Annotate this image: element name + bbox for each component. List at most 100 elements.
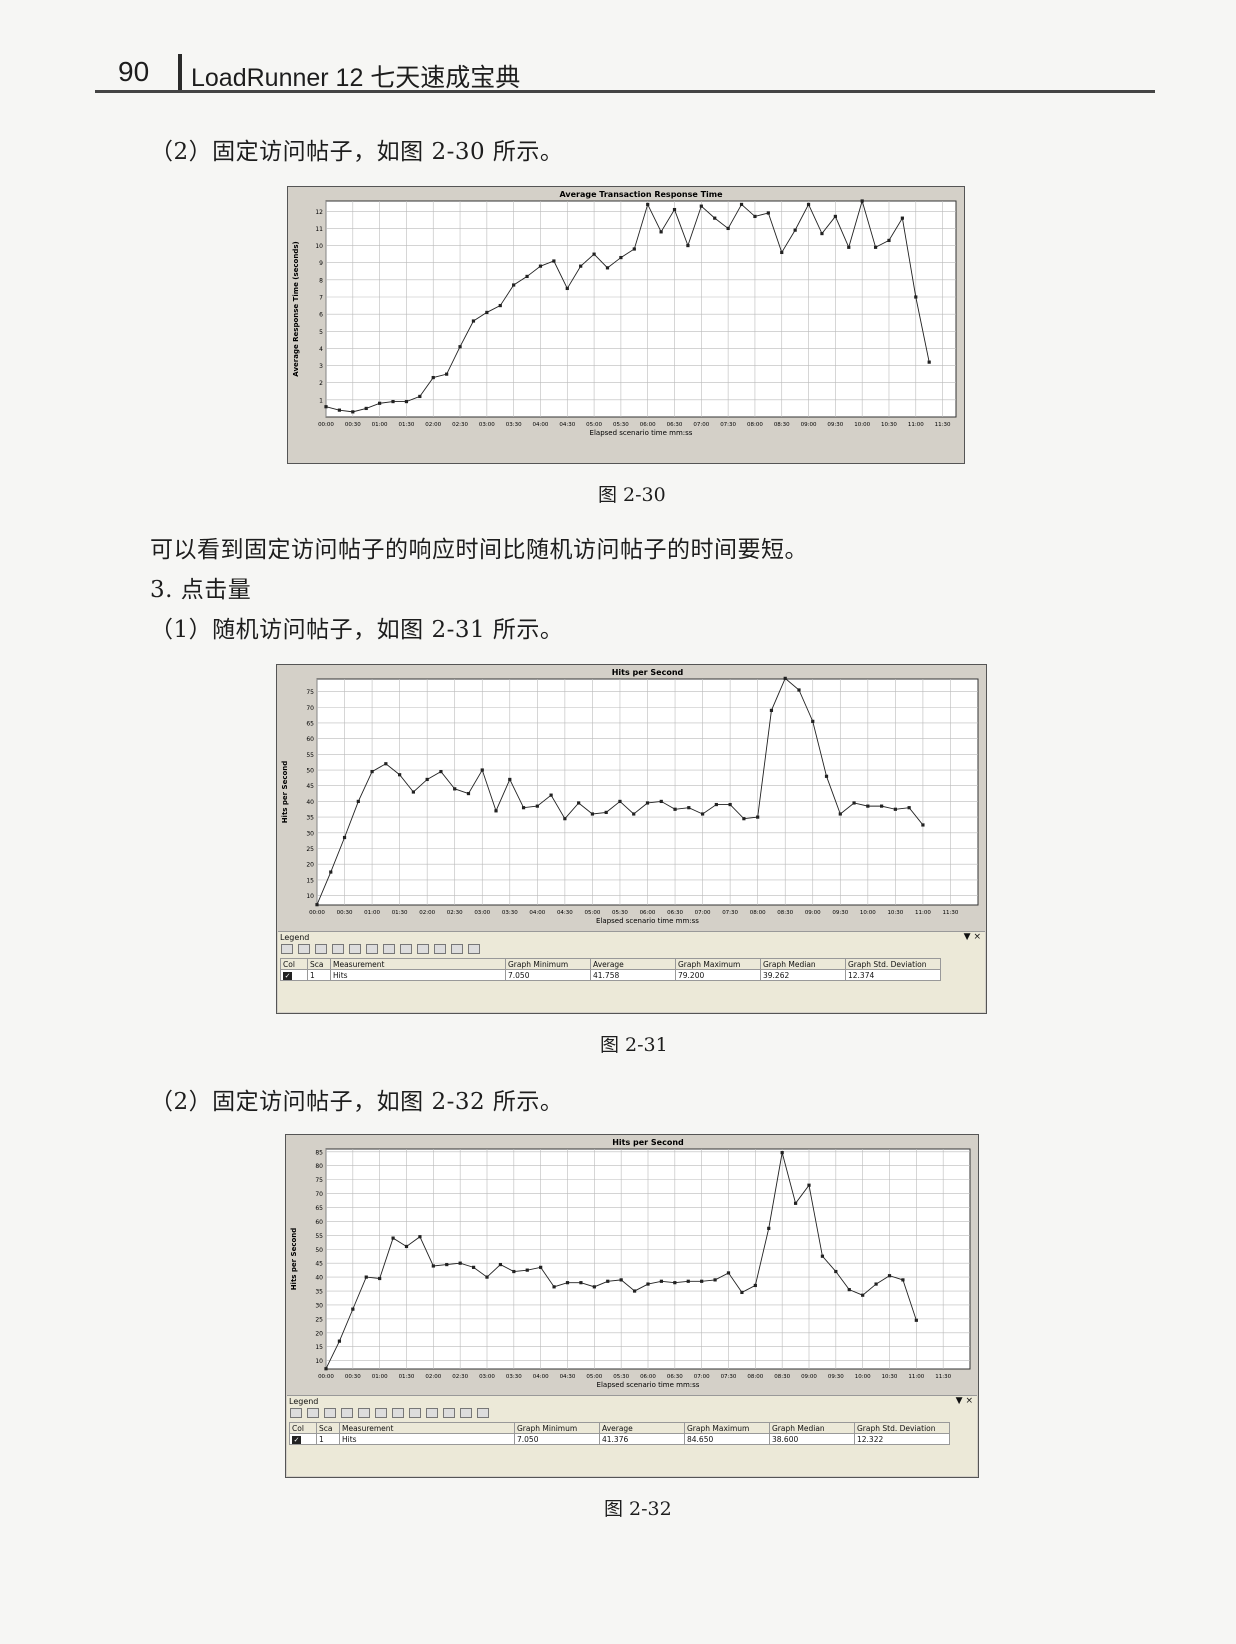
toolbar-button-icon[interactable] (315, 944, 327, 954)
data-point (687, 806, 691, 810)
data-point (793, 1201, 798, 1205)
legend-checkbox-cell[interactable]: ✓ (280, 969, 308, 981)
figure-2-32: Hits per Second 10 15 20 25 30 35 40 45 50 55 60 65 7… (285, 1134, 979, 1478)
x-tick-label: 02:30 (447, 910, 463, 916)
y-tick-label: 10 (306, 893, 314, 900)
data-point (439, 769, 443, 774)
data-point (824, 774, 829, 778)
x-tick-label: 10:00 (860, 910, 876, 916)
toolbar-button-icon[interactable] (366, 944, 378, 954)
x-tick-label: 04:00 (533, 422, 549, 428)
data-point (820, 1254, 825, 1258)
toolbar-button-icon[interactable] (400, 944, 412, 954)
legend-column-header[interactable]: Graph Maximum (675, 958, 761, 970)
toolbar-button-icon[interactable] (426, 1408, 438, 1418)
toolbar-button-icon[interactable] (332, 944, 344, 954)
toolbar-button-icon[interactable] (341, 1408, 353, 1418)
x-tick-label: 08:30 (774, 1374, 790, 1380)
data-point (699, 204, 703, 208)
toolbar-button-icon[interactable] (468, 944, 480, 954)
toolbar-button-icon[interactable] (477, 1408, 489, 1418)
legend-column-header[interactable]: Graph Maximum (684, 1422, 770, 1434)
x-tick-label: 00:00 (318, 422, 334, 428)
chart-title: Hits per Second (612, 1138, 684, 1147)
data-point (783, 676, 787, 680)
x-tick-label: 06:00 (640, 1374, 656, 1380)
toolbar-button-icon[interactable] (434, 944, 446, 954)
legend-column-header[interactable]: Graph Std. Deviation (845, 958, 941, 970)
toolbar-button-icon[interactable] (417, 944, 429, 954)
data-point (539, 1265, 543, 1269)
header-divider (178, 54, 182, 90)
legend-column-header[interactable]: Graph Std. Deviation (854, 1422, 950, 1434)
data-point (512, 283, 516, 287)
data-point (645, 801, 650, 805)
data-point (728, 802, 732, 807)
checkbox-checked-icon[interactable]: ✓ (283, 971, 292, 980)
x-tick-label: 01:00 (364, 910, 380, 916)
legend-pin-close-icon[interactable]: ▼ × (963, 932, 981, 942)
toolbar-button-icon[interactable] (324, 1408, 336, 1418)
x-tick-label: 05:00 (586, 1374, 602, 1380)
toolbar-button-icon[interactable] (375, 1408, 387, 1418)
data-point (742, 817, 746, 821)
toolbar-button-icon[interactable] (307, 1408, 319, 1418)
legend-cell: 7.050 (505, 969, 591, 981)
x-tick-label: 02:00 (419, 910, 435, 916)
y-tick-label: 75 (306, 689, 314, 696)
legend-row[interactable]: ✓ 1 Hits 7.050 41.376 84.650 38.600 12.322 (289, 1433, 950, 1445)
toolbar-button-icon[interactable] (349, 944, 361, 954)
legend-column-header[interactable]: Graph Median (769, 1422, 855, 1434)
y-axis-label: Hits per Second (290, 1228, 298, 1291)
toolbar-button-icon[interactable] (358, 1408, 370, 1418)
toolbar-button-icon[interactable] (298, 944, 310, 954)
legend-column-header[interactable]: Measurement (330, 958, 506, 970)
toolbar-button-icon[interactable] (281, 944, 293, 954)
x-axis-label: Elapsed scenario time mm:ss (596, 917, 699, 925)
paragraph-fixed-access-30: （2）固定访问帖子，如图 2-30 所示。 (150, 139, 564, 165)
legend-column-header[interactable]: Measurement (339, 1422, 515, 1434)
x-tick-label: 06:30 (667, 910, 683, 916)
legend-cell: 39.262 (760, 969, 846, 981)
y-tick-label: 60 (315, 1219, 323, 1226)
x-tick-label: 10:30 (881, 422, 897, 428)
checkbox-checked-icon[interactable]: ✓ (292, 1435, 301, 1444)
toolbar-button-icon[interactable] (383, 944, 395, 954)
legend-row[interactable]: ✓ 1 Hits 7.050 41.758 79.200 39.262 12.374 (280, 969, 941, 981)
x-tick-label: 09:30 (828, 1374, 844, 1380)
x-tick-label: 08:30 (774, 422, 790, 428)
y-tick-label: 45 (315, 1261, 323, 1268)
legend-column-header[interactable]: Sca (307, 958, 331, 970)
legend-checkbox-cell[interactable]: ✓ (289, 1433, 317, 1445)
legend-column-header[interactable]: Graph Median (760, 958, 846, 970)
x-tick-label: 07:30 (722, 910, 738, 916)
legend-column-header[interactable]: Sca (316, 1422, 340, 1434)
toolbar-button-icon[interactable] (290, 1408, 302, 1418)
data-point (605, 266, 610, 270)
data-point (337, 408, 342, 412)
x-tick-label: 00:00 (318, 1374, 334, 1380)
series-line (325, 199, 930, 413)
data-point (847, 1288, 851, 1292)
legend-column-header[interactable]: Col (289, 1422, 317, 1434)
legend-column-header[interactable]: Average (599, 1422, 685, 1434)
legend-column-header[interactable]: Graph Minimum (514, 1422, 600, 1434)
legend-column-header[interactable]: Average (590, 958, 676, 970)
x-tick-label: 01:30 (398, 422, 414, 428)
y-tick-label: 85 (315, 1149, 323, 1156)
toolbar-button-icon[interactable] (392, 1408, 404, 1418)
toolbar-button-icon[interactable] (409, 1408, 421, 1418)
toolbar-button-icon[interactable] (443, 1408, 455, 1418)
data-point (592, 252, 596, 256)
legend-cell: 84.650 (684, 1433, 770, 1445)
legend-column-header[interactable]: Graph Minimum (505, 958, 591, 970)
x-tick-label: 09:30 (832, 910, 848, 916)
y-tick-label: 80 (315, 1163, 323, 1170)
legend-pin-close-icon[interactable]: ▼ × (955, 1396, 973, 1406)
legend-column-header[interactable]: Col (280, 958, 308, 970)
toolbar-button-icon[interactable] (451, 944, 463, 954)
toolbar-button-icon[interactable] (460, 1408, 472, 1418)
data-point (512, 1269, 516, 1274)
data-point (873, 245, 878, 249)
legend-cell: 79.200 (675, 969, 761, 981)
